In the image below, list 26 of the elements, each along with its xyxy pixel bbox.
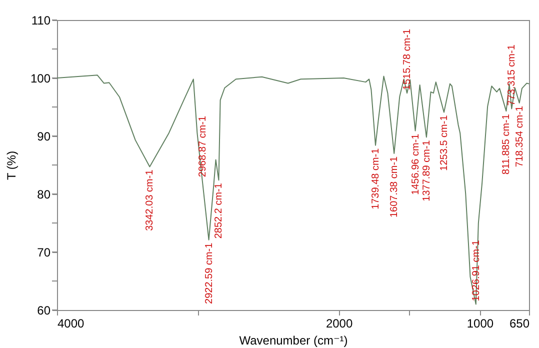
annotation: 1377.89 cm-1 (421, 140, 432, 202)
y-tick-label: 80 (37, 188, 51, 202)
annotation: 811.885 cm-1 (501, 114, 512, 174)
y-tick-label: 70 (37, 246, 51, 260)
annotation: 1253.5 cm-1 (438, 114, 450, 171)
annotation: 773.315 cm-1 (506, 44, 518, 106)
annotation: 2968.87 cm-1 (197, 115, 208, 178)
x-tick-label: 4000 (58, 316, 85, 330)
annotation: 1607.38 cm-1 (389, 156, 400, 218)
annotation: 2922.59 cm-1 (204, 242, 215, 304)
annotation: 1026.91 cm-1 (470, 240, 482, 302)
y-tick-label: 90 (37, 130, 51, 144)
annotation: 1739.48 cm-1 (370, 148, 382, 210)
x-tick-label: 650 (509, 316, 530, 330)
annotation: 2852.2 cm-1 (214, 182, 225, 239)
annotation: 1515.78 cm-1 (402, 28, 414, 90)
x-tick-label: 2000 (326, 316, 353, 330)
annotation: 3342.03 cm-1 (144, 169, 156, 231)
x-axis-title: Wavenumber (cm⁻¹) (239, 334, 348, 348)
y-tick-label: 60 (37, 304, 51, 318)
annotation: 718.354 cm-1 (514, 106, 526, 168)
x-tick-label: 1000 (466, 316, 494, 330)
y-tick-label: 110 (31, 14, 51, 28)
annotation: 1456.96 cm-1 (410, 133, 422, 195)
y-tick-label: 100 (30, 72, 51, 86)
y-axis-title: T (%) (4, 150, 18, 180)
